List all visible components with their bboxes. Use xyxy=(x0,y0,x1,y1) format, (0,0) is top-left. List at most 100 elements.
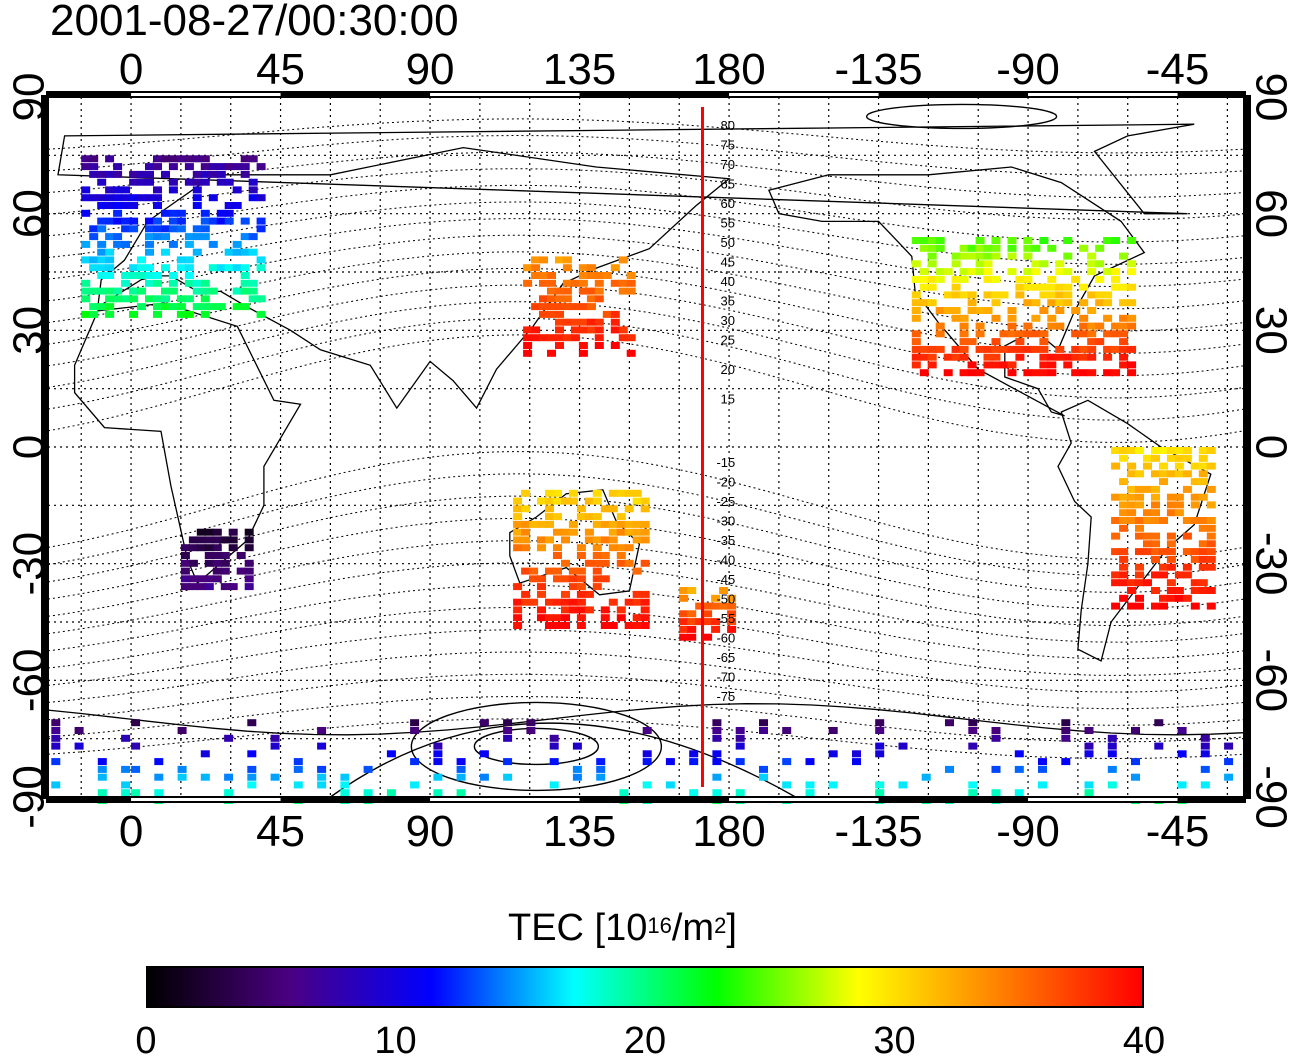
tec-cell xyxy=(521,505,531,513)
tec-cell xyxy=(1151,493,1160,501)
tec-cell xyxy=(97,789,107,797)
tec-cell xyxy=(943,268,953,276)
tec-cell xyxy=(1039,353,1049,361)
tec-cell xyxy=(735,789,745,797)
contour-label-north: 60 xyxy=(720,196,734,211)
tec-cell xyxy=(240,279,250,287)
tec-cell xyxy=(1119,563,1129,571)
tec-cell xyxy=(626,272,636,279)
tec-cell xyxy=(1151,485,1160,493)
tec-cell xyxy=(578,279,588,287)
tec-cell xyxy=(919,299,929,307)
tec-cell xyxy=(687,633,697,641)
tec-cell xyxy=(1127,447,1137,454)
tec-cell xyxy=(1038,781,1047,789)
tec-cell xyxy=(270,734,280,742)
tec-cell xyxy=(919,237,929,244)
tec-cell xyxy=(81,256,91,264)
tec-cell xyxy=(161,209,170,217)
tec-cell xyxy=(689,789,699,797)
tec-cell xyxy=(513,614,523,622)
tec-cell xyxy=(1095,244,1105,252)
tec-cell xyxy=(1087,369,1097,377)
tec-cell xyxy=(1061,758,1071,766)
tec-cell xyxy=(584,536,594,544)
tec-cell xyxy=(513,544,523,552)
tec-cell xyxy=(97,765,107,773)
tec-cell xyxy=(129,178,139,186)
tec-cell xyxy=(1127,314,1137,322)
tec-cell xyxy=(200,170,210,178)
tec-cell xyxy=(129,310,139,318)
tec-cell xyxy=(1079,314,1089,322)
tec-cell xyxy=(951,307,961,314)
tec-cell xyxy=(1198,587,1208,594)
tec-cell xyxy=(192,303,202,311)
tec-cell xyxy=(177,765,187,773)
tec-cell xyxy=(129,170,139,178)
tec-cell xyxy=(555,326,564,334)
tec-cell xyxy=(576,513,586,521)
bottom-lon-tick-label: 90 xyxy=(406,807,455,856)
tec-cell xyxy=(1031,330,1041,338)
tec-cell xyxy=(531,326,541,334)
tec-cell xyxy=(200,295,210,303)
tec-cell xyxy=(594,334,604,342)
tec-cell xyxy=(1182,447,1192,454)
tec-cell xyxy=(228,544,238,552)
tec-cell xyxy=(624,598,634,606)
tec-cell xyxy=(975,237,985,244)
tec-cell xyxy=(602,272,612,279)
tec-cell xyxy=(1174,587,1184,594)
tec-cell xyxy=(97,202,107,209)
tec-cell xyxy=(232,240,242,248)
tec-cell xyxy=(503,773,513,781)
tec-cell xyxy=(1023,283,1033,291)
tec-cell xyxy=(521,520,531,528)
tec-cell xyxy=(626,287,636,295)
tec-cell xyxy=(256,295,266,303)
tec-cell xyxy=(1166,555,1176,563)
tec-cell xyxy=(632,489,642,497)
tec-cell xyxy=(1103,268,1113,276)
tec-cell xyxy=(521,567,531,575)
tec-cell xyxy=(89,287,99,295)
tec-cell xyxy=(624,520,634,528)
tec-cell xyxy=(161,170,170,178)
tec-cell xyxy=(137,272,146,279)
tec-cell xyxy=(232,163,242,171)
tec-cell xyxy=(204,544,214,552)
tec-cell xyxy=(983,275,993,283)
contour-label-north: 15 xyxy=(720,392,734,407)
tec-cell xyxy=(220,567,230,575)
tec-cell xyxy=(616,513,626,521)
tec-cell xyxy=(608,536,618,544)
tec-cell xyxy=(105,155,115,163)
tec-cell xyxy=(594,287,604,295)
tec-cell xyxy=(256,194,266,202)
tec-cell xyxy=(616,520,626,528)
tec-cell xyxy=(875,750,885,758)
tec-cell xyxy=(975,268,985,276)
tec-cell xyxy=(204,536,214,544)
tec-cell xyxy=(145,279,154,287)
tec-cell xyxy=(640,520,650,528)
tec-cell xyxy=(545,497,554,505)
tec-cell xyxy=(176,264,186,272)
tec-cell xyxy=(248,287,258,295)
tec-cell xyxy=(513,598,523,606)
tec-cell xyxy=(153,155,162,163)
tec-cell xyxy=(959,345,969,353)
tec-cell xyxy=(576,544,586,552)
tec-cell xyxy=(1095,338,1105,346)
tec-cell xyxy=(712,734,722,742)
tec-cell xyxy=(592,583,602,591)
tec-cell xyxy=(1127,322,1137,330)
tec-cell xyxy=(81,186,91,194)
tec-cell xyxy=(640,622,650,629)
tec-cell xyxy=(131,789,141,797)
tec-cell xyxy=(1031,268,1041,276)
tec-cell xyxy=(248,248,258,256)
tec-cell xyxy=(608,505,618,513)
tec-cell xyxy=(759,773,768,781)
